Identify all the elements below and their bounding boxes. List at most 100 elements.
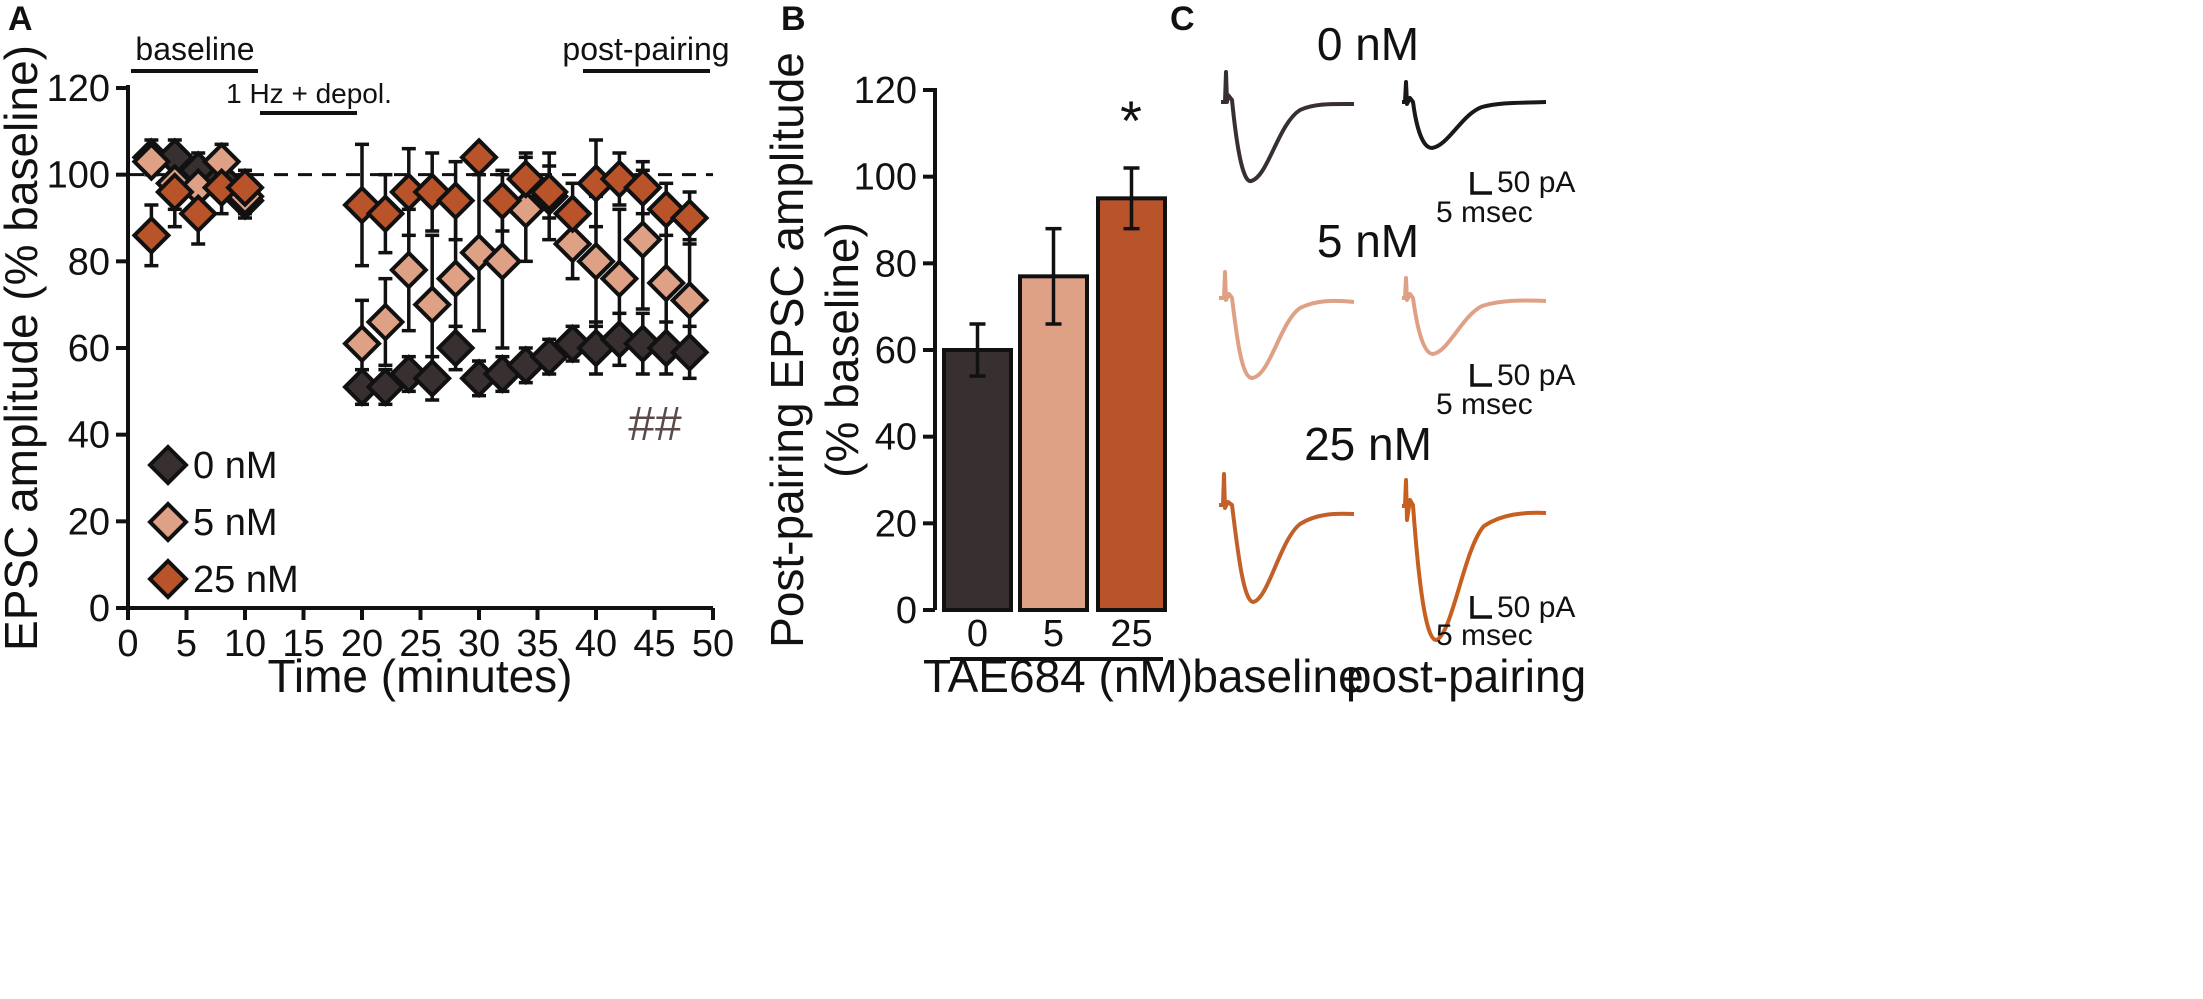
x-tick-label: 45	[633, 623, 675, 665]
trace-5nm-post	[1402, 276, 1547, 356]
trace-5nm-baseline	[1219, 270, 1355, 380]
data-point-marker	[669, 332, 710, 373]
panel-b-y-axis-title-line2: (% baseline)	[816, 222, 868, 478]
x-tick-label: 0	[117, 623, 138, 665]
y-tick-label: 60	[68, 328, 110, 370]
data-point-marker	[669, 280, 710, 321]
y-tick-label: 0	[89, 588, 110, 630]
y-tick-label: 120	[47, 68, 110, 110]
x-tick-label: 20	[341, 623, 383, 665]
scale-x-label-5nm: 5 msec	[1436, 388, 1533, 421]
panel-b-bars	[942, 196, 1167, 612]
data-point-marker	[599, 258, 640, 299]
data-point-marker	[131, 215, 172, 256]
x-tick-label: 15	[282, 623, 324, 665]
x-tick-label: 35	[516, 623, 558, 665]
data-point-marker	[622, 167, 663, 208]
y-tick-label: 100	[47, 155, 110, 197]
legend-marker	[147, 501, 189, 543]
panel-a-y-axis-title: EPSC amplitude (% baseline)	[0, 45, 47, 651]
legend-label: 0 nM	[193, 445, 277, 487]
y-tick-label: 20	[875, 503, 917, 545]
legend-marker	[147, 558, 189, 600]
bar	[1018, 274, 1089, 612]
baseline-period-label: baseline	[135, 31, 254, 67]
y-tick-label: 40	[875, 417, 917, 459]
trace-title-25nm: 25 nM	[1304, 418, 1432, 470]
legend-label: 5 nM	[193, 502, 277, 544]
scale-bar-25nm: 50 pA 5 msec	[1436, 591, 1575, 652]
data-point-marker	[178, 193, 219, 234]
trace-0nm-post	[1402, 80, 1547, 150]
x-tick-label: 25	[399, 623, 441, 665]
category-label: 25	[1110, 613, 1152, 655]
y-tick-label: 120	[854, 70, 917, 112]
data-point-marker	[154, 172, 195, 212]
panel-b-letter: B	[781, 0, 806, 38]
post-pairing-period-label: post-pairing	[562, 31, 729, 67]
data-point-marker	[412, 284, 453, 325]
x-tick-label: 40	[575, 623, 617, 665]
data-point-marker	[435, 180, 476, 221]
trace-25nm-baseline	[1219, 472, 1355, 604]
y-tick-label: 80	[875, 243, 917, 285]
pairing-period-label: 1 Hz + depol.	[226, 78, 392, 109]
panel-a-letter: A	[8, 0, 33, 38]
panel-a: A baseline 1 Hz + depol. post-pairing 0 2…	[0, 0, 734, 702]
y-tick-label: 40	[68, 415, 110, 457]
panel-a-legend: 0 nM 5 nM 25 nM	[147, 444, 299, 601]
legend-marker	[147, 444, 189, 486]
data-point-marker	[342, 323, 382, 364]
data-point-marker	[482, 180, 523, 221]
panel-b-error-bars	[969, 166, 1140, 378]
x-tick-label: 50	[692, 623, 734, 665]
significance-star: *	[1120, 89, 1142, 152]
trace-25nm-post	[1402, 478, 1547, 642]
data-point-marker	[388, 250, 429, 290]
y-tick-label: 100	[854, 157, 917, 199]
data-point-marker	[622, 219, 663, 260]
data-point-marker	[131, 141, 172, 182]
panel-a-y-ticks: 0 20 40 60 80 100 120	[47, 68, 128, 630]
trace-title-0nm: 0 nM	[1317, 18, 1419, 70]
significance-hash: ##	[628, 398, 682, 451]
panel-b-x-axis-title: TAE684 (nM)	[923, 650, 1193, 702]
scale-bar-0nm: 50 pA 5 msec	[1436, 166, 1575, 229]
panel-b: B 0 20 40 60 80 100 120 0 5 25 * TAE684 (nM) Pos…	[761, 0, 1193, 702]
data-point-marker	[552, 193, 593, 234]
category-label: 0	[967, 613, 988, 655]
legend-label: 25 nM	[193, 559, 299, 601]
bar	[942, 348, 1013, 612]
panel-a-x-axis-title: Time (minutes)	[268, 650, 573, 702]
data-point-marker	[412, 358, 453, 399]
x-tick-label: 5	[176, 623, 197, 665]
data-point-marker	[646, 263, 687, 303]
data-point-marker	[435, 328, 476, 368]
bar	[1096, 196, 1167, 612]
panel-b-category-labels: 0 5 25	[967, 613, 1153, 655]
scale-bar-5nm: 50 pA 5 msec	[1436, 359, 1575, 421]
data-point-marker	[459, 137, 499, 178]
panel-b-y-axis-title-line1: Post-pairing EPSC amplitude	[761, 52, 813, 648]
scale-y-label-25nm: 50 pA	[1497, 591, 1575, 624]
data-point-marker	[435, 258, 476, 299]
data-point-marker	[225, 167, 265, 208]
scale-x-label-25nm: 5 msec	[1436, 619, 1533, 652]
trace-title-5nm: 5 nM	[1317, 215, 1419, 267]
data-point-marker	[576, 241, 616, 282]
panel-a-x-ticks: 0 5 10 15 20 25 30 35 40 45 50	[117, 608, 734, 665]
panel-c: C 0 nM 5 nM 25 nM 50 pA 5 msec 50 pA 5 m…	[1170, 0, 1586, 702]
data-point-marker	[365, 302, 406, 342]
data-point-marker	[552, 224, 593, 264]
panel-a-markers	[131, 137, 710, 407]
y-tick-label: 80	[68, 241, 110, 283]
x-tick-label: 10	[224, 623, 266, 665]
trace-0nm-baseline	[1221, 70, 1355, 183]
column-label-baseline: baseline	[1192, 650, 1363, 702]
data-point-marker	[529, 172, 570, 212]
y-tick-label: 0	[896, 590, 917, 632]
scale-y-label-5nm: 50 pA	[1497, 359, 1575, 392]
y-tick-label: 60	[875, 330, 917, 372]
data-point-marker	[365, 193, 406, 234]
